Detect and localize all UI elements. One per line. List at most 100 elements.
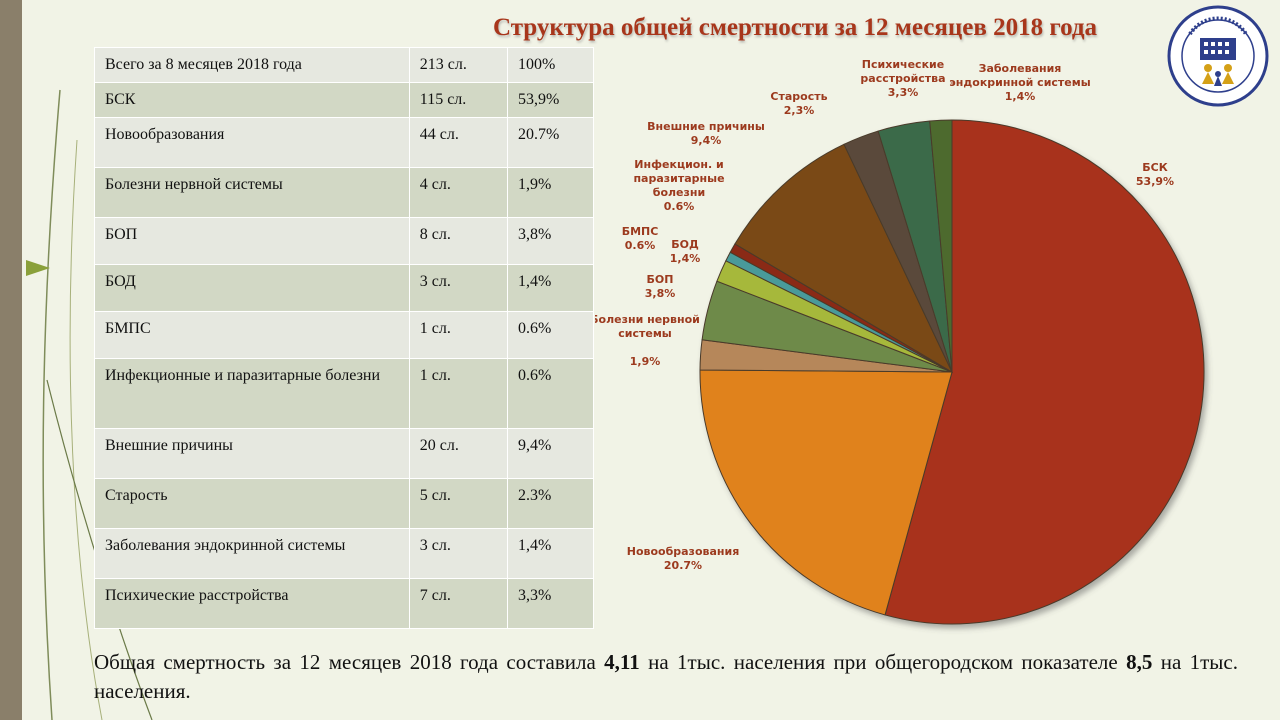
pie-slice-label: БМПС 0.6% (622, 225, 659, 252)
pie-label-line: 53,9% (1136, 175, 1174, 188)
table-cell-name: Психические расстройства (94, 578, 410, 629)
pie-label-line: 9,4% (691, 134, 722, 147)
table-cell-count: 3 сл. (408, 264, 508, 312)
table-row: Психические расстройства 7 сл. 3,3% (94, 578, 595, 629)
pie-slice-label: БСК 53,9% (1136, 161, 1174, 188)
slide-title: Структура общей смертности за 12 месяцев… (492, 14, 1098, 41)
summary-text: Общая смертность за 12 месяцев 2018 года… (94, 648, 1238, 706)
table-cell-count: 8 сл. (408, 217, 508, 265)
table-row: БОД 3 сл. 1,4% (94, 264, 595, 312)
table-cell-percent: 1,9% (506, 167, 595, 218)
pie-label-line: БОД (671, 238, 699, 251)
table-cell-name: БМПС (94, 311, 410, 359)
pie-slice-label: Новообразования 20.7% (627, 545, 740, 572)
pie-label-line: болезни (653, 186, 705, 199)
pie-label-line: 0.6% (625, 239, 656, 252)
pie-label-line: Новообразования (627, 545, 740, 558)
pie-label-line: Инфекцион. и (634, 158, 723, 171)
pie-slice (884, 119, 1205, 625)
pie-label-line: 1,4% (1005, 90, 1036, 103)
pie-label-line: БМПС (622, 225, 659, 238)
pie-label-line: 3,3% (888, 86, 919, 99)
table-cell-count: 4 сл. (408, 167, 508, 218)
pie-label-line: БОП (647, 273, 674, 286)
summary-part-1: Общая смертность за 12 месяцев 2018 года… (94, 650, 605, 674)
pie-slice-label: БОП 3,8% (645, 273, 676, 300)
pie-label-line: 0.6% (664, 200, 695, 213)
pie-label-line: Старость (770, 90, 827, 103)
table-row: Старость 5 сл. 2.3% (94, 478, 595, 529)
pie-slice-label: Старость 2,3% (770, 90, 827, 117)
table-cell-percent: 9,4% (506, 428, 595, 479)
pie-label-line: эндокринной системы (949, 76, 1090, 89)
pie-slice-label: Внешние причины 9,4% (647, 120, 765, 147)
pie-chart: БСК 53,9% Новообразования 20.7% Болезни нерв… (590, 55, 1280, 655)
summary-part-3: на 1тыс. населения. (94, 650, 1238, 703)
table-cell-count: 7 сл. (408, 578, 508, 629)
pie-label-line: расстройства (860, 72, 945, 85)
table-cell-count: 44 сл. (408, 117, 508, 168)
table-cell-name: БСК (94, 82, 410, 118)
pie-label-line: системы (618, 327, 672, 340)
pie-slice (929, 119, 953, 373)
pie-label-line: 3,8% (645, 287, 676, 300)
pie-label-line: 1,4% (670, 252, 701, 265)
table-row: Внешние причины 20 сл. 9,4% (94, 428, 595, 479)
table-cell-count: 213 сл. (408, 47, 508, 83)
table-cell-percent: 2.3% (506, 478, 595, 529)
table-cell-name: Инфекционные и паразитарные болезни (94, 358, 410, 429)
table-row: Инфекционные и паразитарные болезни 1 сл.… (94, 358, 595, 429)
pie-slice-label: Инфекцион. и паразитарные болезни 0.6% (633, 158, 724, 213)
table-cell-name: Всего за 8 месяцев 2018 года (94, 47, 410, 83)
pie-chart-svg: БСК 53,9% Новообразования 20.7% Болезни нерв… (590, 58, 1205, 625)
summary-part-2: на 1тыс. населения при общегородском пок… (639, 650, 1127, 674)
pie-slice-label: Заболевания эндокринной системы 1,4% (949, 62, 1090, 103)
table-cell-name: БОП (94, 217, 410, 265)
city-mortality-value: 4,11 (604, 650, 640, 674)
pie-slice-label: БОД 1,4% (670, 238, 701, 265)
pie-label-line: Болезни нервной (595, 313, 700, 326)
pie-label-line: Заболевания (979, 62, 1062, 75)
table-cell-name: Болезни нервной системы (94, 167, 410, 218)
table-row: БОП 8 сл. 3,8% (94, 217, 595, 265)
table-cell-name: Заболевания эндокринной системы (94, 528, 410, 579)
clinic-logo (1167, 5, 1269, 107)
table-row: БСК 115 сл. 53,9% (94, 82, 595, 118)
table-cell-percent: 1,4% (506, 264, 595, 312)
pie-label-line: паразитарные (633, 172, 724, 185)
table-row: Заболевания эндокринной системы 3 сл. 1,4% (94, 528, 595, 579)
pie-label-line: 1,9% (630, 355, 661, 368)
table-row: БМПС 1 сл. 0.6% (94, 311, 595, 359)
overall-mortality-value: 8,5 (1126, 650, 1153, 674)
table-cell-percent: 0.6% (506, 358, 595, 429)
table-cell-percent: 1,4% (506, 528, 595, 579)
pie-label-line: 20.7% (664, 559, 702, 572)
table-cell-count: 1 сл. (408, 358, 508, 429)
pie-label-line: 2,3% (784, 104, 815, 117)
table-cell-percent: 3,8% (506, 217, 595, 265)
table-cell-name: Внешние причины (94, 428, 410, 479)
table-cell-count: 115 сл. (408, 82, 508, 118)
table-cell-name: Старость (94, 478, 410, 529)
pie-slice-label: Психические расстройства 3,3% (860, 58, 945, 99)
table-cell-count: 5 сл. (408, 478, 508, 529)
table-cell-percent: 53,9% (506, 82, 595, 118)
table-cell-percent: 0.6% (506, 311, 595, 359)
table-cell-percent: 100% (506, 47, 595, 83)
left-decor-bar (0, 0, 22, 720)
table-row: Всего за 8 месяцев 2018 года 213 сл. 100% (94, 47, 595, 83)
table-cell-percent: 3,3% (506, 578, 595, 629)
table-row: Болезни нервной системы 4 сл. 1,9% (94, 167, 595, 218)
table-cell-count: 1 сл. (408, 311, 508, 359)
mortality-table: Всего за 8 месяцев 2018 года 213 сл. 100% Б… (94, 47, 595, 629)
pie-label-line: БСК (1142, 161, 1167, 174)
pie-slice (734, 143, 954, 374)
pie-slice (699, 369, 953, 616)
table-cell-name: Новообразования (94, 117, 410, 168)
table-cell-count: 20 сл. (408, 428, 508, 479)
table-cell-name: БОД (94, 264, 410, 312)
table-row: Новообразования 44 сл. 20.7% (94, 117, 595, 168)
table-cell-count: 3 сл. (408, 528, 508, 579)
pie-slice-label: Болезни нервной системы 1,9% (595, 313, 700, 368)
pie-label-line: Психические (862, 58, 944, 71)
